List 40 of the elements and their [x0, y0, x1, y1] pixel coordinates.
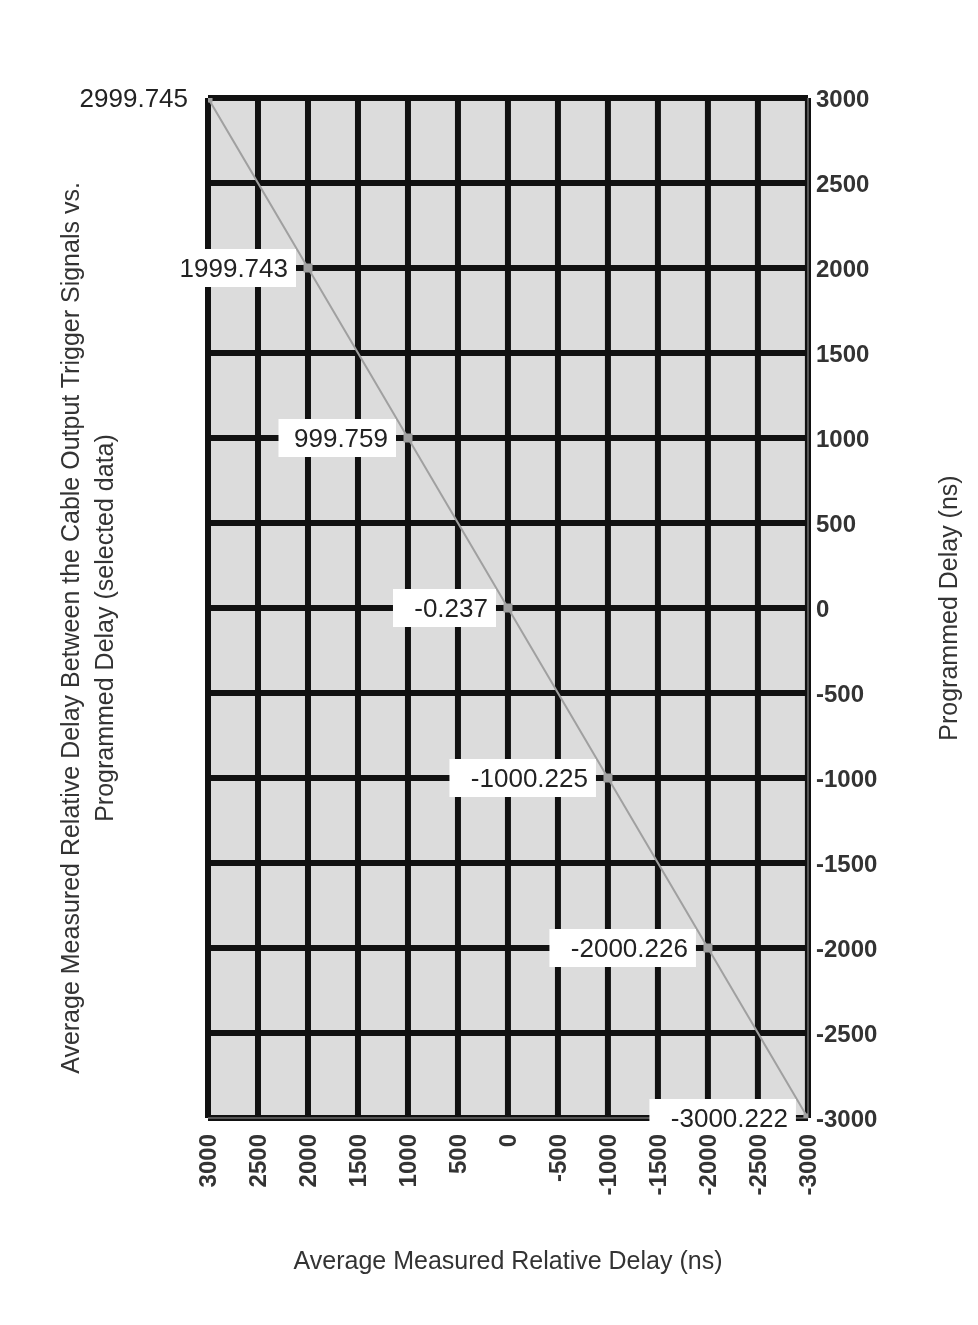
x-tick-label: 3000: [194, 1134, 222, 1188]
y-tick-label: -500: [816, 679, 865, 707]
y-tick-label: -2500: [816, 1019, 878, 1047]
text: Average Measured Relative Delay Between the Cable Output Trigger Signals vs. Programmed Delay (selected data): [56, 182, 118, 1074]
y-axis-title: Programmed Delay (ns): [933, 475, 962, 741]
y-tick-label: 1500: [816, 339, 870, 367]
y-tick-label: -1500: [816, 849, 878, 877]
x-tick-label: 500: [444, 1134, 472, 1175]
x-tick-label: 1000: [394, 1134, 422, 1188]
point: [503, 603, 513, 613]
point: [703, 943, 713, 953]
x-tick-label: 1500: [344, 1134, 372, 1188]
annotation: 999.759: [294, 423, 388, 454]
y-tick-label: 1000: [816, 424, 870, 452]
y-tick-label: 2500: [816, 169, 870, 197]
y-tick-label: 500: [816, 509, 857, 537]
y-tick-label: 3000: [816, 84, 870, 112]
x-axis-title: Average Measured Relative Delay (ns): [292, 1246, 724, 1275]
annotation: 2999.745: [79, 83, 189, 114]
x-tick-label: -2500: [744, 1134, 772, 1196]
annotation: -0.237: [414, 593, 488, 624]
x-tick-label: -1500: [644, 1134, 672, 1196]
annotation: -2000.226: [570, 933, 688, 964]
y-tick-label: -1000: [816, 764, 878, 792]
y-tick-label: -3000: [816, 1104, 878, 1132]
x-tick-label: -1000: [594, 1134, 622, 1196]
x-tick-label: 2500: [244, 1134, 272, 1188]
point: [603, 773, 613, 783]
x-tick-label: 2000: [294, 1134, 322, 1188]
point: [403, 433, 413, 443]
y-tick-label: -2000: [816, 934, 878, 962]
y-tick-label: 0: [816, 594, 830, 622]
annotation: -3000.222: [670, 1103, 788, 1134]
x-tick-label: 0: [494, 1134, 522, 1148]
y-tick-label: 2000: [816, 254, 870, 282]
x-tick-label: -500: [544, 1134, 572, 1183]
annotation: 1999.743: [179, 253, 289, 284]
annotation: -1000.225: [470, 763, 588, 794]
point: [303, 263, 313, 273]
x-tick-label: -2000: [694, 1134, 722, 1196]
